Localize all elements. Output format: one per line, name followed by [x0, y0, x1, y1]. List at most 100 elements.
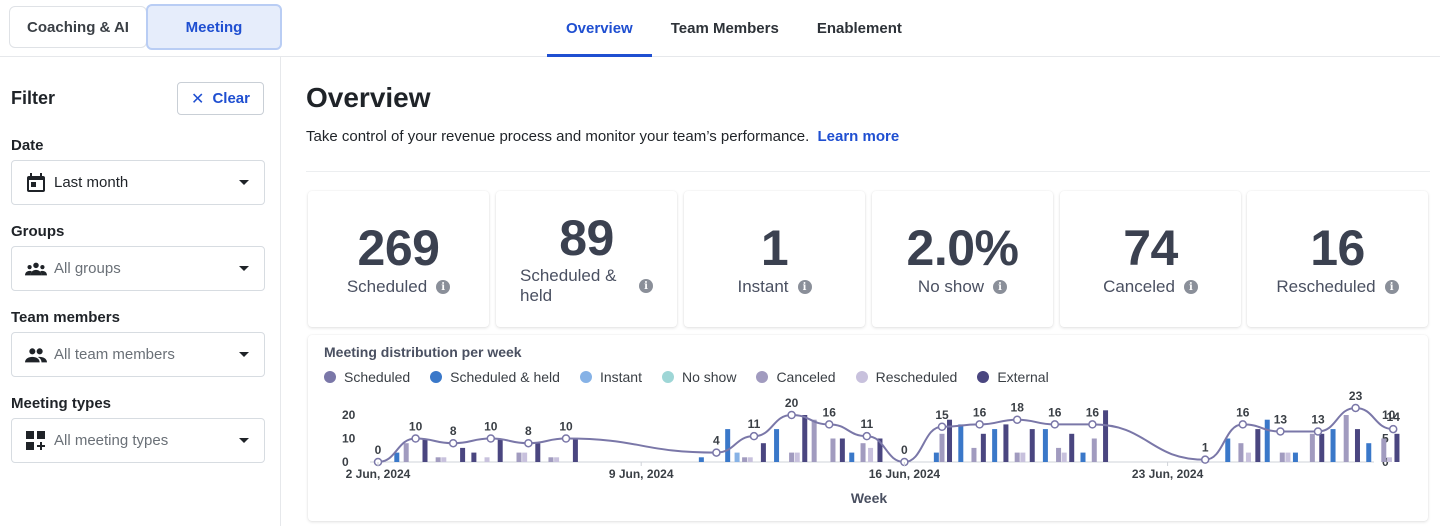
filter-title: Filter [11, 88, 56, 108]
stat-label: Rescheduled [1276, 277, 1376, 296]
scheduled-point [787, 410, 796, 420]
y-tick-left: 10 [342, 432, 356, 446]
data-label: 20 [785, 396, 799, 410]
bar-scheduled-held [933, 452, 939, 462]
clear-label: Clear [212, 90, 250, 107]
data-label: 8 [450, 424, 457, 438]
tab-overview[interactable]: Overview [547, 0, 652, 57]
bar-external [877, 438, 883, 462]
legend-label: Scheduled & held [450, 369, 560, 385]
legend-scheduled[interactable]: Scheduled [324, 369, 410, 385]
chevron-down-icon [239, 438, 249, 443]
chart-legend: Scheduled Scheduled & held Instant No sh… [324, 369, 1069, 385]
clear-button[interactable]: ✕ Clear [177, 82, 264, 115]
scheduled-point [824, 420, 834, 429]
info-icon[interactable]: i [1183, 280, 1198, 294]
legend-scheduled-held[interactable]: Scheduled & held [430, 369, 560, 385]
legend-rescheduled[interactable]: Rescheduled [855, 369, 957, 385]
scheduled-point [1388, 424, 1398, 434]
stat-label: Scheduled [346, 277, 428, 296]
stat-value: 74 [1123, 220, 1178, 276]
stat-label-row: No show i [872, 277, 1053, 297]
chart-title: Meeting distribution per week [324, 344, 522, 360]
scheduled-point [448, 438, 458, 448]
bar-external [422, 438, 428, 462]
page-title: Overview [306, 82, 431, 113]
meeting-types-select[interactable]: All meeting types [11, 418, 265, 463]
stat-card-scheduled-held: 89 Scheduled & held i [496, 191, 677, 327]
meeting-tab[interactable]: Meeting [146, 4, 282, 50]
stat-card-canceled: 74 Canceled i [1060, 191, 1241, 327]
date-select[interactable]: Last month [11, 160, 265, 205]
bar-canceled [516, 452, 522, 462]
legend-dot [855, 371, 868, 383]
tab-enablement[interactable]: Enablement [816, 19, 902, 37]
stat-label-row: Scheduled i [308, 277, 489, 297]
stat-value: 89 [559, 210, 614, 266]
legend-label: Instant [599, 369, 642, 385]
bar-scheduled-held [1080, 452, 1086, 462]
bar-external [497, 438, 503, 462]
data-label: 16 [1236, 405, 1250, 419]
meeting-distribution-chart: Meeting distribution per week Scheduled … [308, 335, 1428, 521]
y-tick-right: 10 [1382, 408, 1396, 422]
legend-instant[interactable]: Instant [579, 369, 642, 385]
stat-cards: 269 Scheduled i 89 Scheduled & held i 1 … [308, 191, 1428, 327]
groups-icon [25, 258, 47, 280]
scheduled-point [862, 431, 872, 441]
bar-scheduled-held [1330, 429, 1336, 462]
bar-scheduled-held [698, 457, 704, 462]
legend-dot [756, 371, 769, 383]
info-icon[interactable]: i [639, 279, 653, 293]
bar-rescheduled [1245, 452, 1251, 462]
legend-canceled[interactable]: Canceled [756, 369, 836, 385]
bar-external [460, 447, 466, 462]
scheduled-point [712, 448, 721, 457]
bar-external [760, 443, 766, 462]
team-members-select[interactable]: All team members [11, 332, 265, 377]
legend-external[interactable]: External [977, 369, 1049, 385]
scheduled-point [1088, 420, 1097, 429]
bar-canceled [403, 443, 409, 462]
groups-value: All groups [54, 260, 121, 277]
scheduled-point [975, 420, 984, 429]
scheduled-point [749, 431, 759, 441]
subtitle-text: Take control of your revenue process and… [306, 128, 810, 145]
x-tick-label: 23 Jun, 2024 [1132, 467, 1204, 481]
bar-external [1319, 433, 1325, 462]
chevron-down-icon [239, 352, 249, 357]
date-value: Last month [54, 174, 129, 191]
info-icon[interactable]: i [436, 280, 451, 294]
y-tick-left: 0 [342, 455, 349, 469]
tab-team-members[interactable]: Team Members [670, 19, 779, 37]
scheduled-point [1313, 427, 1323, 436]
bar-canceled [1309, 433, 1315, 462]
data-label: 11 [860, 417, 873, 431]
bar-scheduled-held [1042, 429, 1048, 462]
y-tick-left: 20 [342, 408, 356, 422]
bar-external [1354, 429, 1360, 462]
learn-more-link[interactable]: Learn more [817, 128, 900, 145]
bar-external [1255, 429, 1261, 462]
scheduled-point [1050, 420, 1060, 429]
bar-scheduled-held [725, 429, 731, 462]
legend-no-show[interactable]: No show [661, 369, 736, 385]
scheduled-point [937, 422, 947, 431]
info-icon[interactable]: i [993, 280, 1008, 294]
divider [306, 171, 1430, 172]
coaching-ai-tab[interactable]: Coaching & AI [27, 18, 129, 36]
info-icon[interactable]: i [1384, 280, 1399, 294]
info-icon[interactable]: i [797, 280, 812, 294]
bar-rescheduled [522, 452, 528, 462]
data-label: 13 [1311, 412, 1325, 426]
team-members-value: All team members [54, 346, 175, 363]
bar-canceled [789, 452, 795, 462]
bar-canceled [811, 419, 817, 462]
scheduled-point [561, 434, 571, 443]
groups-select[interactable]: All groups [11, 246, 265, 291]
bar-external [1029, 429, 1035, 462]
bar-canceled [830, 438, 836, 462]
scheduled-point [486, 434, 496, 443]
bar-canceled [1014, 452, 1020, 462]
date-label: Date [11, 137, 44, 154]
